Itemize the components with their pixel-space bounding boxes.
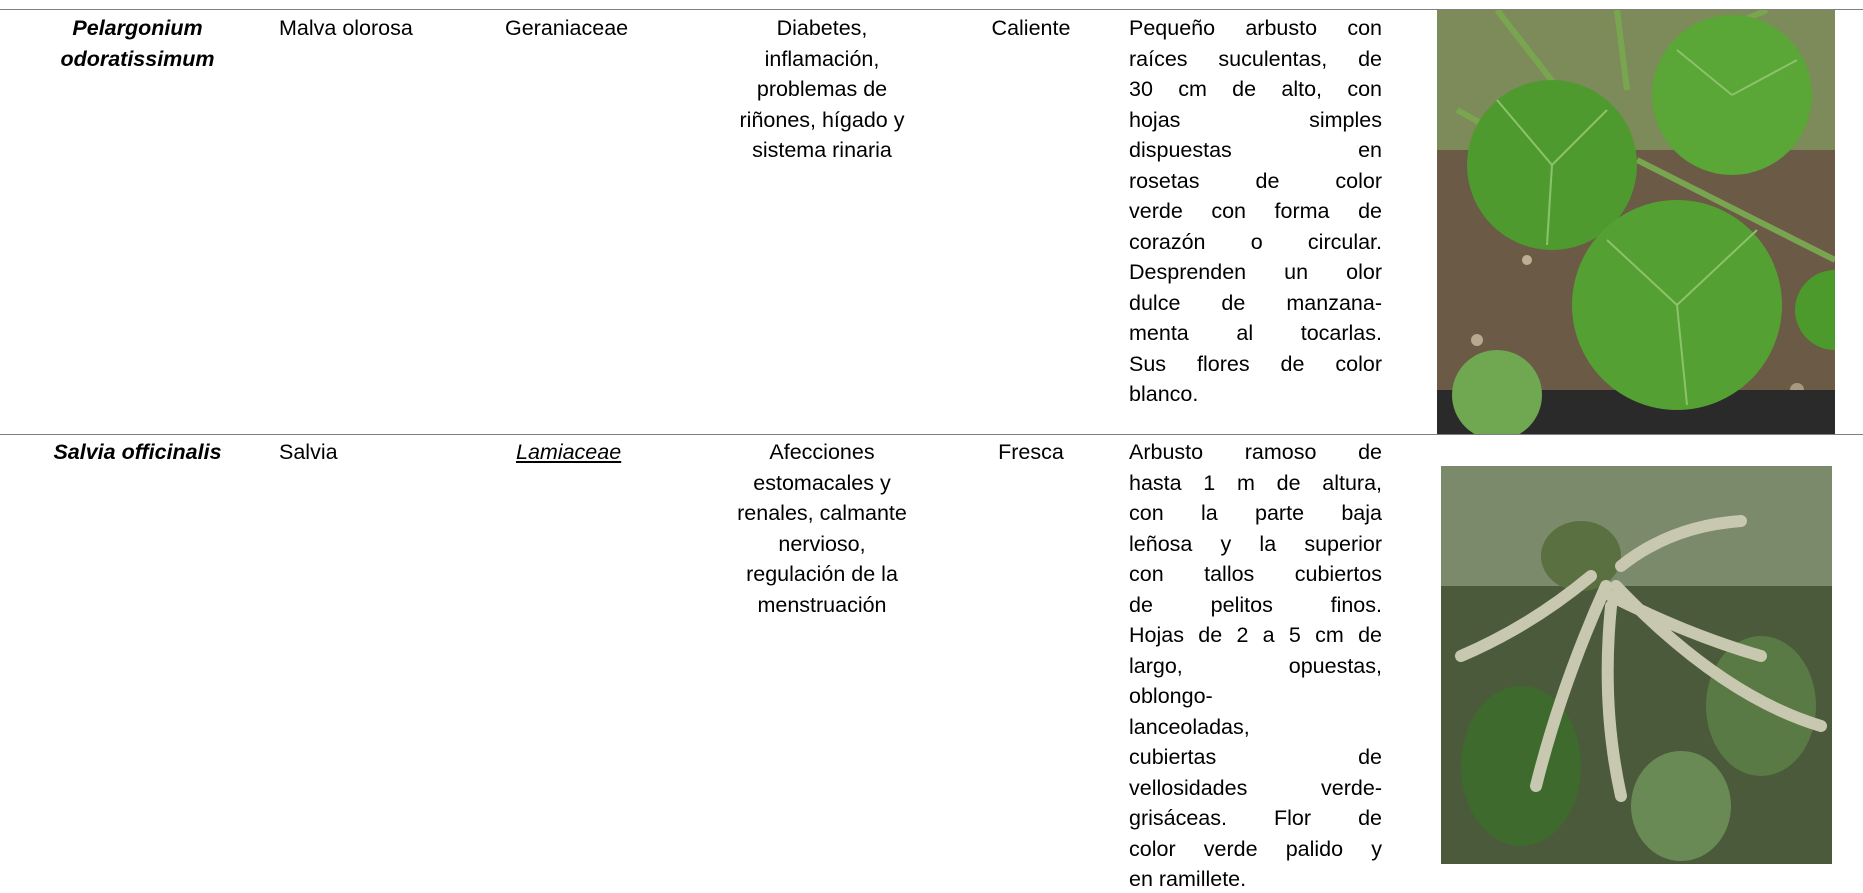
- text-line: dulce de manzana-: [1129, 290, 1382, 315]
- text-line: 30 cm de alto, con: [1129, 77, 1382, 101]
- text-line: color verde palido y: [1129, 836, 1382, 861]
- text-line: vellosidades verde-: [1129, 775, 1382, 800]
- scientific-name: Salvia officinalis: [20, 437, 255, 468]
- text-line: blanco.: [1129, 382, 1199, 406]
- text-line: estomacales y: [753, 470, 891, 495]
- text-line: cubiertas de: [1129, 745, 1382, 769]
- text-line: Afecciones: [769, 440, 875, 464]
- climate: Fresca: [998, 440, 1064, 464]
- text-line: Salvia officinalis: [53, 440, 222, 464]
- text-line: con la parte baja: [1129, 501, 1382, 525]
- uses: Diabetes, inflamación, problemas de riñones…: [702, 13, 942, 166]
- text-line: dispuestas en: [1129, 138, 1382, 162]
- salvia-photo: [1441, 466, 1832, 864]
- text-line: Hojas de 2 a 5 cm de: [1129, 623, 1382, 647]
- table-top-rule: [0, 9, 1863, 10]
- family: Geraniaceae: [505, 16, 629, 40]
- description: Pequeño arbusto con raíces suculentas, de…: [1129, 13, 1382, 410]
- text-line: Desprenden un olor: [1129, 260, 1382, 284]
- text-line: menstruación: [757, 592, 887, 617]
- text-line: problemas de: [756, 77, 888, 101]
- description: Arbusto ramoso de hasta 1 m de altura, con…: [1129, 437, 1382, 893]
- uses: Afecciones estomacales y renales, calmante…: [702, 437, 942, 620]
- text-line: rosetas de color: [1129, 168, 1382, 193]
- text-line: regulación de la: [746, 562, 898, 586]
- family: Lamiaceae: [516, 440, 622, 464]
- text-line: Pequeño arbusto con: [1129, 16, 1382, 40]
- common-name: Malva olorosa: [279, 16, 413, 40]
- text-line: hasta 1 m de altura,: [1129, 470, 1382, 495]
- text-line: oblongo-: [1129, 684, 1213, 708]
- text-line: con tallos cubiertos: [1129, 562, 1382, 586]
- text-line: inflamación,: [764, 46, 880, 71]
- common-name: Salvia: [279, 440, 338, 464]
- text-line: renales, calmante: [737, 501, 907, 525]
- text-line: hojas simples: [1129, 107, 1382, 132]
- text-line: Pelargonium: [72, 16, 203, 40]
- text-line: en ramillete.: [1129, 867, 1247, 891]
- text-line: Diabetes,: [776, 16, 868, 40]
- text-line: largo, opuestas,: [1129, 653, 1382, 678]
- pelargonium-photo: [1437, 10, 1835, 434]
- text-line: menta al tocarlas.: [1129, 321, 1382, 345]
- text-line: Arbusto ramoso de: [1129, 440, 1382, 464]
- text-line: odoratissimum: [60, 46, 215, 71]
- text-line: corazón o circular.: [1129, 229, 1382, 254]
- scientific-name: Pelargonium odoratissimum: [20, 13, 255, 74]
- text-line: leñosa y la superior: [1129, 531, 1382, 556]
- row-separator: [0, 434, 1863, 435]
- climate: Caliente: [991, 16, 1071, 40]
- text-line: grisáceas. Flor de: [1129, 806, 1382, 830]
- text-line: verde con forma de: [1129, 199, 1382, 223]
- text-line: raíces suculentas, de: [1129, 46, 1382, 71]
- text-line: nervioso,: [778, 531, 866, 556]
- text-line: riñones, hígado y: [739, 107, 905, 132]
- text-line: sistema rinaria: [752, 138, 892, 162]
- text-line: lanceoladas,: [1129, 714, 1250, 739]
- text-line: de pelitos finos.: [1129, 592, 1382, 617]
- text-line: Sus flores de color: [1129, 351, 1382, 376]
